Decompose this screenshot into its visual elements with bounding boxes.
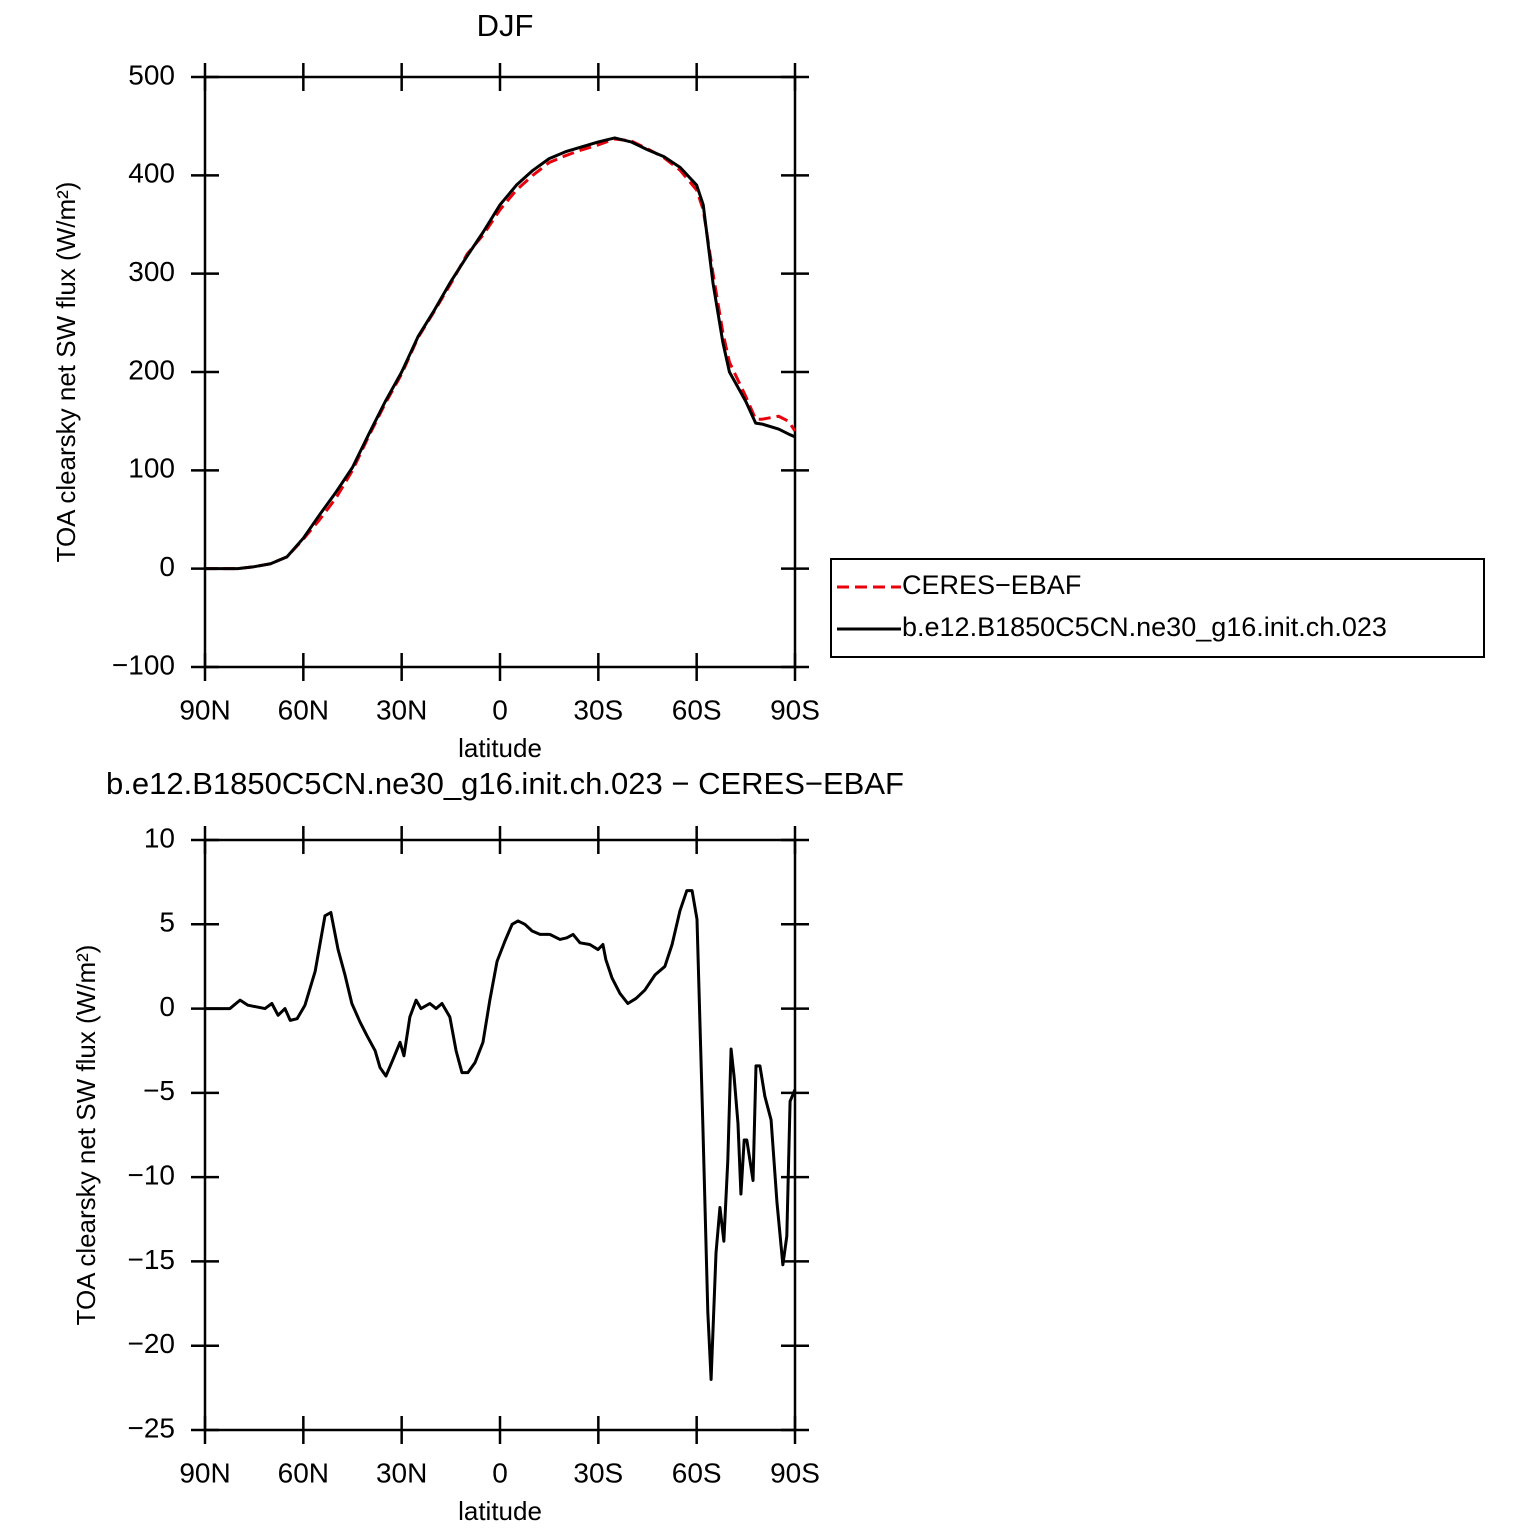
y-tick-label: 5 xyxy=(159,907,175,938)
chart-title: DJF xyxy=(477,8,534,43)
y-tick-label: −10 xyxy=(128,1160,176,1191)
y-tick-label: −5 xyxy=(143,1075,175,1106)
y-tick-label: 10 xyxy=(144,822,175,853)
x-tick-label: 0 xyxy=(492,1457,508,1488)
series-line xyxy=(205,136,796,571)
x-tick-label: 60S xyxy=(672,1457,722,1488)
y-axis-label: TOA clearsky net SW flux (W/m²) xyxy=(51,182,81,563)
x-axis-label: latitude xyxy=(458,733,542,763)
y-tick-label: −25 xyxy=(128,1412,176,1443)
y-tick-label: 200 xyxy=(128,354,175,385)
x-tick-label: 90N xyxy=(179,694,230,725)
plot-frame xyxy=(203,75,797,669)
legend-box xyxy=(830,558,1485,658)
legend-label: b.e12.B1850C5CN.ne30_g16.init.ch.023 xyxy=(902,612,1387,642)
y-tick-label: −100 xyxy=(112,649,175,680)
x-axis-label: latitude xyxy=(458,1496,542,1526)
y-tick-label: −15 xyxy=(128,1244,176,1275)
x-tick-label: 60N xyxy=(278,1457,329,1488)
y-tick-label: −20 xyxy=(128,1328,176,1359)
x-tick-label: 0 xyxy=(492,694,508,725)
y-tick-label: 500 xyxy=(128,59,175,90)
plot-frame xyxy=(203,838,797,1432)
y-tick-label: 0 xyxy=(159,991,175,1022)
y-tick-label: 400 xyxy=(128,158,175,189)
series-line xyxy=(205,137,797,571)
x-tick-label: 60S xyxy=(672,694,722,725)
x-tick-label: 30N xyxy=(376,694,427,725)
x-tick-label: 30S xyxy=(573,1457,623,1488)
y-axis-label: TOA clearsky net SW flux (W/m²) xyxy=(71,945,101,1326)
series-line xyxy=(205,889,797,1381)
y-tick-label: 300 xyxy=(128,256,175,287)
y-tick-label: 0 xyxy=(159,551,175,582)
x-tick-label: 90S xyxy=(770,1457,820,1488)
x-tick-label: 60N xyxy=(278,694,329,725)
x-tick-label: 90N xyxy=(179,1457,230,1488)
x-tick-label: 30N xyxy=(376,1457,427,1488)
chart-title: b.e12.B1850C5CN.ne30_g16.init.ch.023 − C… xyxy=(106,766,904,801)
x-tick-label: 90S xyxy=(770,694,820,725)
legend-label: CERES−EBAF xyxy=(902,570,1081,600)
y-tick-label: 100 xyxy=(128,453,175,484)
x-tick-label: 30S xyxy=(573,694,623,725)
